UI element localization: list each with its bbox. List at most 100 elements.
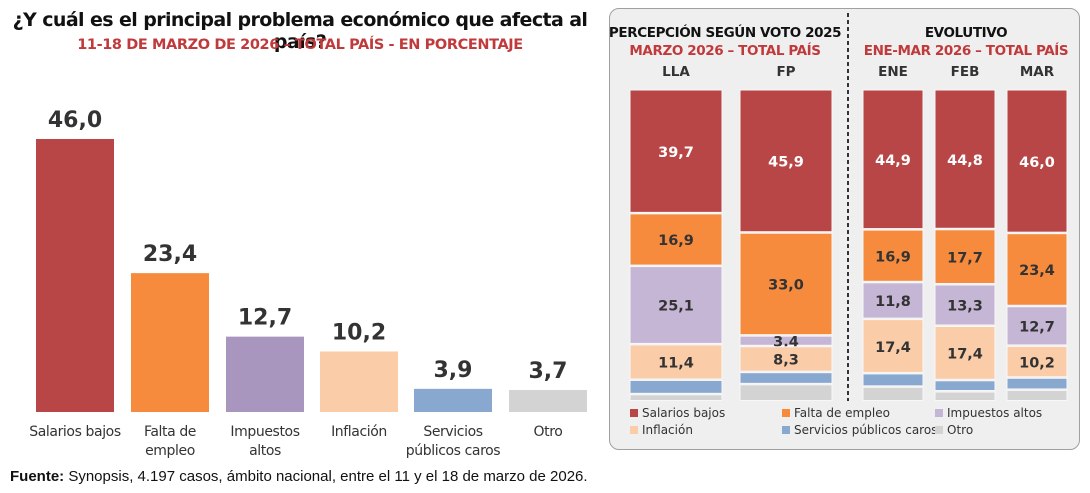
bar-inflacion <box>320 351 398 412</box>
segment-mar-otro <box>1006 389 1068 402</box>
segment-fp-servicios-publicos-caros <box>739 372 833 384</box>
segment-fp-impuestos-altos <box>739 335 833 346</box>
bar-servicios-publicos-caros <box>414 388 492 412</box>
value-label-inflacion: 10,2 <box>332 320 386 345</box>
segment-label-mar-impuestos-altos: 12,7 <box>1019 320 1055 336</box>
category-label-otro: Otro <box>534 424 563 440</box>
segment-lla-falta-de-empleo <box>629 213 723 266</box>
value-label-falta-de-empleo: 23,4 <box>143 242 197 267</box>
value-label-salarios-bajos: 46,0 <box>48 108 102 133</box>
segment-lla-otro <box>629 394 723 402</box>
value-label-impuestos-altos: 12,7 <box>238 306 292 331</box>
segment-feb-inflacion <box>934 325 996 380</box>
segment-ene-otro <box>862 386 924 401</box>
bar-otro <box>509 390 587 412</box>
segment-label-feb-inflacion: 17,4 <box>947 347 983 363</box>
chart-title: ¿Y cuál es el principal problema económi… <box>12 9 588 53</box>
segment-label-feb-salarios-bajos: 44,8 <box>947 153 983 169</box>
segment-mar-impuestos-altos <box>1006 306 1068 346</box>
segment-mar-falta-de-empleo <box>1006 233 1068 306</box>
segment-label-fp-salarios-bajos: 45,9 <box>768 155 804 171</box>
segment-feb-impuestos-altos <box>934 284 996 326</box>
segment-label-ene-inflacion: 17,4 <box>875 340 911 356</box>
segment-ene-impuestos-altos <box>862 282 924 319</box>
category-label-falta-de-empleo: Falta de <box>144 424 196 440</box>
source-text: Synopsis, 4.197 casos, ámbito nacional, … <box>64 468 588 485</box>
main-bar-chart: 46,0 Salarios bajos 23,4 Falta de empleo 12,7… <box>29 108 587 459</box>
column-label-mar: MAR <box>1020 64 1055 80</box>
legend-swatch-falta-de-empleo <box>782 409 790 417</box>
group-subheading-voto: MARZO 2026 – TOTAL PAÍS <box>629 42 820 59</box>
category-label-impuestos-altos: Impuestos <box>230 424 299 440</box>
category-label-inflacion: Inflación <box>331 424 387 440</box>
legend-swatch-salarios-bajos <box>630 409 638 417</box>
segment-label-mar-falta-de-empleo: 23,4 <box>1019 263 1055 279</box>
legend-label-inflacion: Inflación <box>642 423 693 437</box>
legend-item-otro: Otro <box>935 423 973 437</box>
bar-salarios-bajos <box>36 139 114 412</box>
legend-item-inflacion: Inflación <box>630 423 693 437</box>
legend-swatch-servicios-publicos-caros <box>782 426 790 434</box>
segment-label-lla-impuestos-altos: 25,1 <box>658 299 694 315</box>
segment-label-feb-impuestos-altos: 13,3 <box>947 299 983 315</box>
legend-item-falta-de-empleo: Falta de empleo <box>782 406 890 420</box>
segment-fp-inflacion <box>739 346 833 372</box>
segment-label-ene-falta-de-empleo: 16,9 <box>875 249 911 265</box>
segment-label-feb-falta-de-empleo: 17,7 <box>947 250 983 266</box>
segment-feb-falta-de-empleo <box>934 229 996 284</box>
legend-label-salarios-bajos: Salarios bajos <box>642 406 725 420</box>
source-label: Fuente: <box>10 468 65 485</box>
segment-label-ene-impuestos-altos: 11,8 <box>875 294 911 310</box>
segment-label-lla-salarios-bajos: 39,7 <box>658 145 694 161</box>
segment-fp-salarios-bajos <box>739 89 833 233</box>
segment-label-fp-falta-de-empleo: 33,0 <box>768 278 804 294</box>
segment-fp-falta-de-empleo <box>739 232 833 336</box>
category-label-falta-de-empleo: empleo <box>145 443 195 459</box>
column-label-fp: FP <box>776 64 795 80</box>
segment-ene-falta-de-empleo <box>862 229 924 282</box>
segment-label-mar-inflacion: 10,2 <box>1019 355 1055 371</box>
segment-lla-inflacion <box>629 344 723 380</box>
legend-item-servicios-publicos-caros: Servicios públicos caros <box>782 423 937 437</box>
column-label-lla: LLA <box>662 64 690 80</box>
bar-falta-de-empleo <box>131 273 209 412</box>
legend-label-falta-de-empleo: Falta de empleo <box>794 406 890 420</box>
source-note: Fuente: Synopsis, 4.197 casos, ámbito na… <box>10 468 588 485</box>
segment-label-mar-salarios-bajos: 46,0 <box>1019 155 1055 171</box>
segment-lla-salarios-bajos <box>629 89 723 213</box>
segment-ene-inflacion <box>862 319 924 373</box>
column-label-feb: FEB <box>951 64 980 80</box>
group-heading-evolutivo: EVOLUTIVO <box>925 25 1007 41</box>
legend-item-salarios-bajos: Salarios bajos <box>630 406 725 420</box>
legend-swatch-impuestos-altos <box>935 409 943 417</box>
segment-label-lla-falta-de-empleo: 16,9 <box>658 233 694 249</box>
column-label-ene: ENE <box>878 64 908 80</box>
segment-lla-servicios-publicos-caros <box>629 379 723 394</box>
segment-label-ene-salarios-bajos: 44,9 <box>875 153 911 169</box>
group-heading-voto: PERCEPCIÓN SEGÚN VOTO 2025 <box>610 23 841 41</box>
value-label-servicios-publicos-caros: 3,9 <box>434 358 473 383</box>
bar-impuestos-altos <box>226 336 304 412</box>
segment-fp-otro <box>739 384 833 401</box>
legend-item-impuestos-altos: Impuestos altos <box>935 406 1042 420</box>
segment-lla-impuestos-altos <box>629 266 723 344</box>
segment-feb-otro <box>934 391 996 401</box>
segment-ene-servicios-publicos-caros <box>862 373 924 387</box>
category-label-impuestos-altos: altos <box>249 443 281 459</box>
segment-ene-salarios-bajos <box>862 89 924 230</box>
category-label-salarios-bajos: Salarios bajos <box>29 424 121 440</box>
category-label-servicios-publicos-caros: Servicios <box>423 424 482 440</box>
legend-swatch-inflacion <box>630 426 638 434</box>
group-subheading-evolutivo: ENE-MAR 2026 – TOTAL PAÍS <box>864 42 1069 59</box>
legend-swatch-otro <box>935 426 943 434</box>
segment-mar-inflacion <box>1006 345 1068 378</box>
segment-mar-salarios-bajos <box>1006 89 1068 233</box>
stacked-chart-panel: PERCEPCIÓN SEGÚN VOTO 2025 MARZO 2026 – T… <box>609 8 1080 450</box>
chart-subtitle: 11-18 DE MARZO DE 2026 – TOTAL PAÍS - EN… <box>77 37 523 53</box>
segment-label-lla-inflacion: 11,4 <box>658 356 694 372</box>
segment-label-fp-inflacion: 8,3 <box>773 353 799 369</box>
segment-feb-salarios-bajos <box>934 89 996 229</box>
legend-label-otro: Otro <box>947 423 973 437</box>
segment-mar-servicios-publicos-caros <box>1006 377 1068 390</box>
